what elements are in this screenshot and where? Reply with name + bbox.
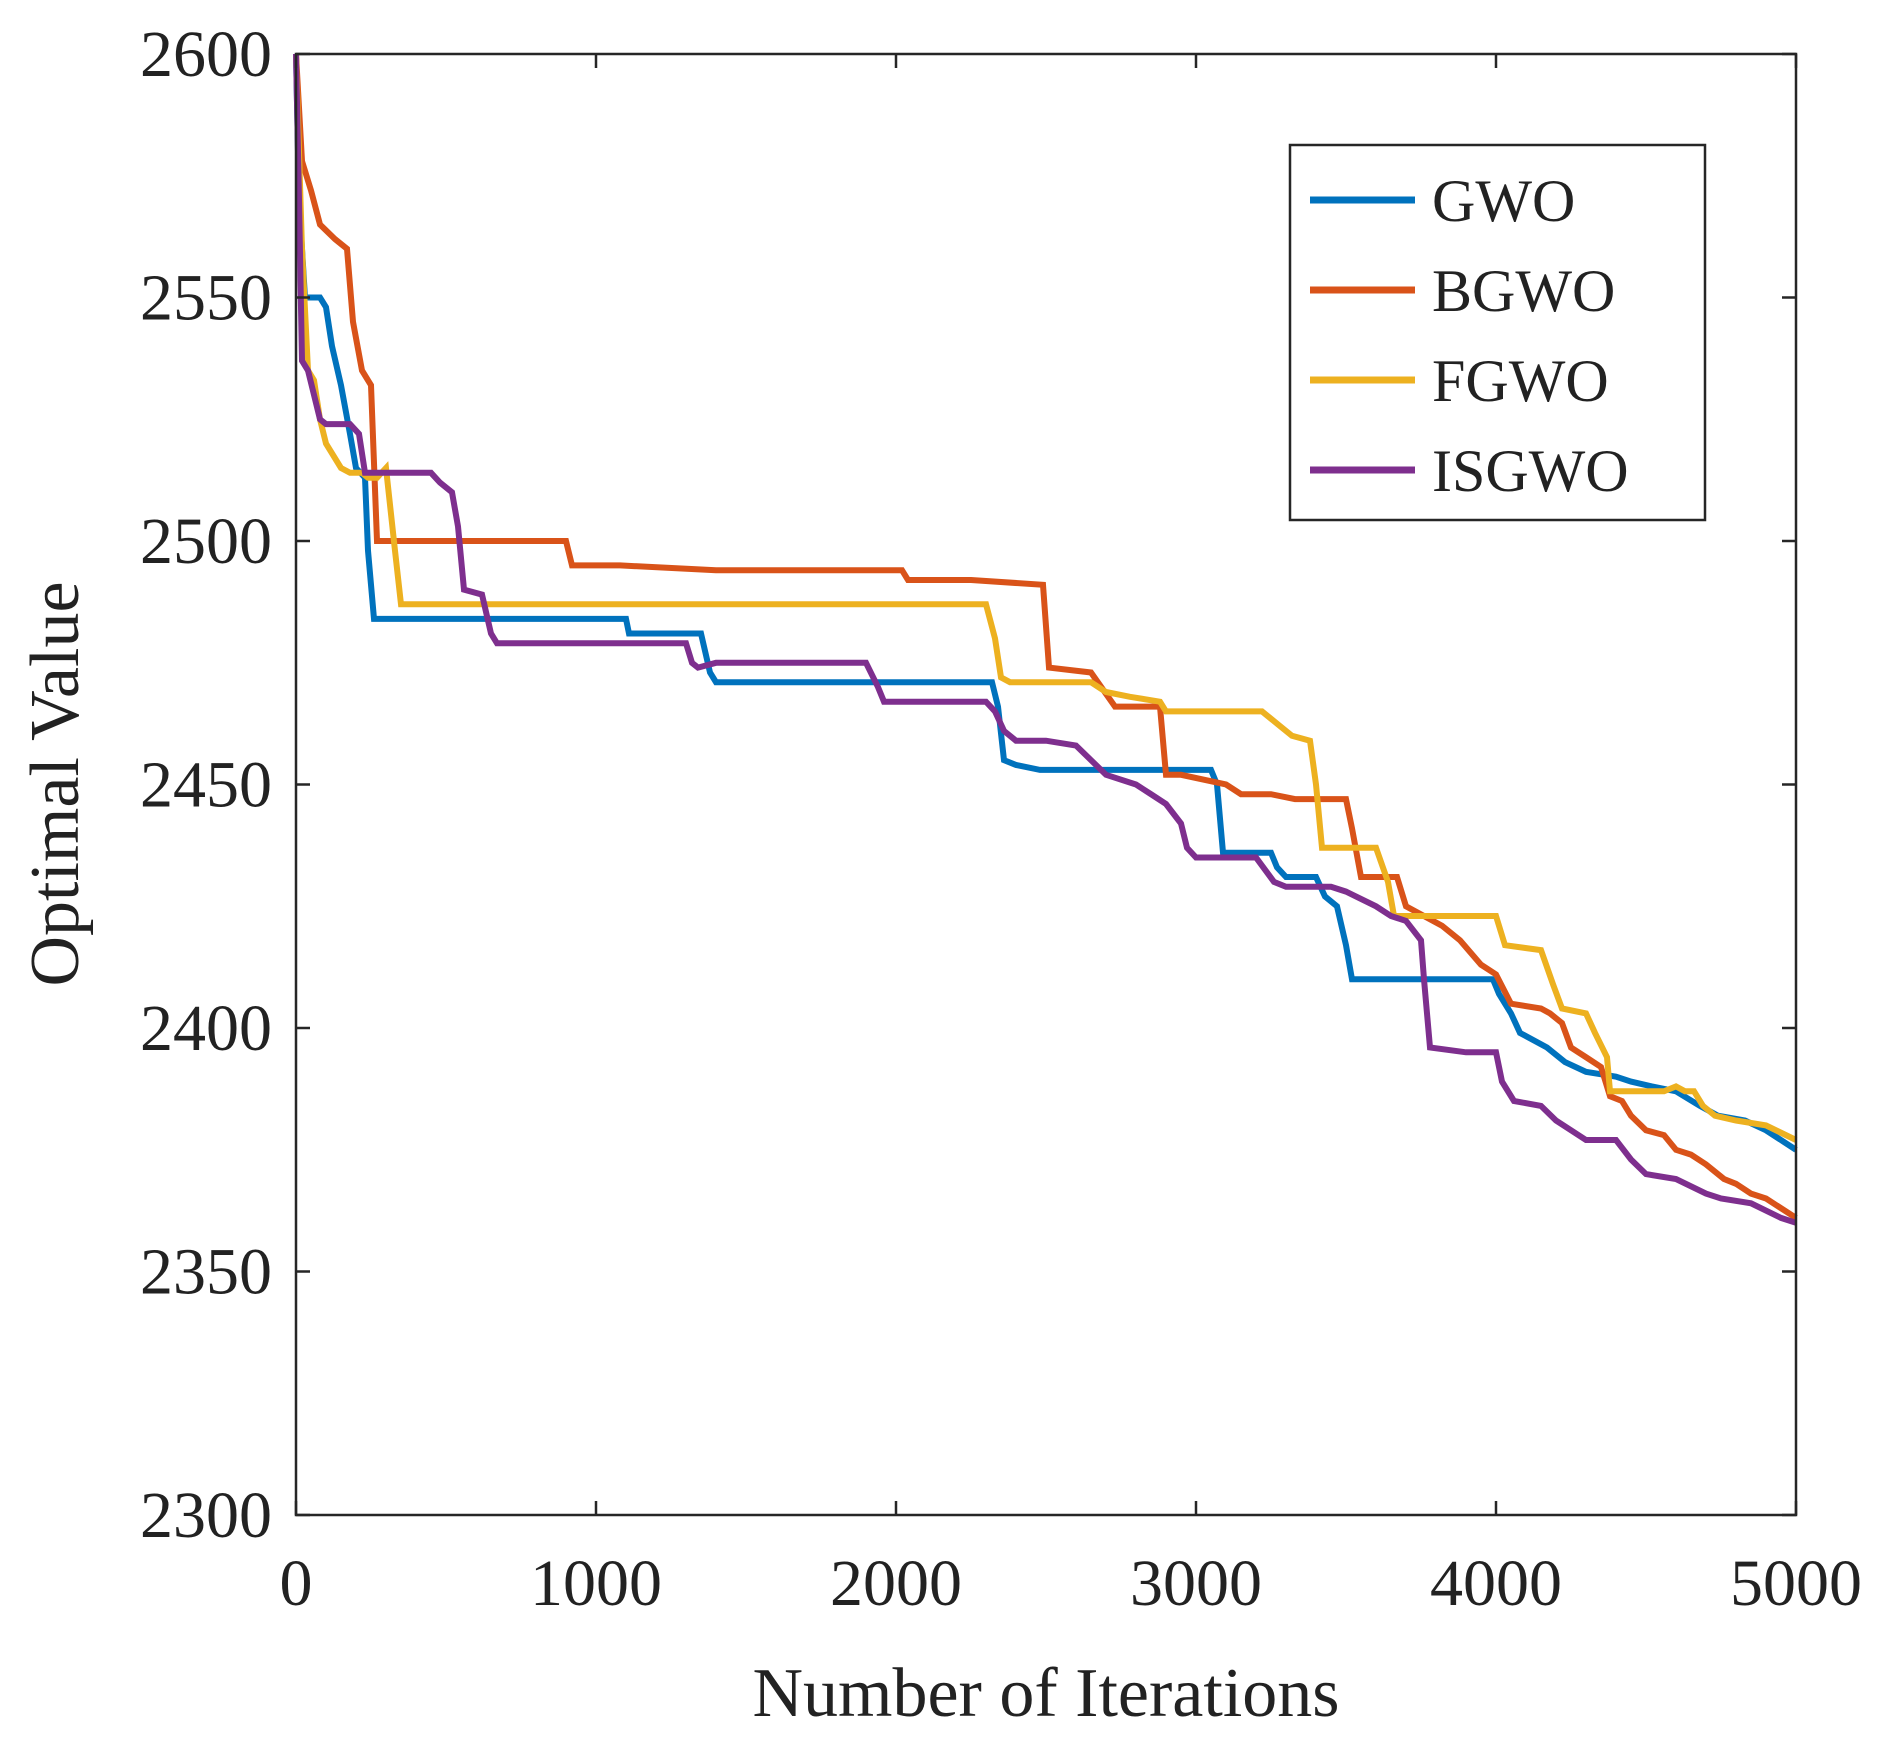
x-tick-label: 0 [280,1547,313,1620]
y-axis-title: Optimal Value [17,581,94,986]
plot-lines [293,53,1798,1226]
y-tick-label: 2450 [140,749,272,822]
axis-ticks [294,52,1798,1517]
y-tick-label: 2400 [140,992,272,1065]
series-line-bgwo [293,53,1798,1221]
y-tick-label: 2350 [140,1236,272,1309]
legend: GWO BGWO FGWO ISGWO [1288,143,1707,522]
x-tick-label: 5000 [1730,1547,1862,1620]
x-tick-labels: 0 1000 2000 3000 4000 5000 [280,1547,1863,1620]
series-line-isgwo [293,53,1797,1226]
y-tick-label: 2600 [140,18,272,91]
x-axis-title: Number of Iterations [752,1655,1339,1732]
series-line-gwo [293,53,1798,1153]
y-tick-label: 2500 [140,505,272,578]
x-tick-label: 1000 [530,1547,662,1620]
legend-box [1288,143,1707,522]
legend-label-isgwo: ISGWO [1432,438,1629,504]
x-tick-label: 2000 [830,1547,962,1620]
x-tick-label: 3000 [1130,1547,1262,1620]
legend-label-gwo: GWO [1432,168,1575,234]
y-tick-label: 2550 [140,262,272,335]
y-tick-label: 2300 [140,1479,272,1552]
y-tick-labels: 2300 2350 2400 2450 2500 2550 2600 [140,18,272,1552]
x-tick-label: 4000 [1430,1547,1562,1620]
legend-label-bgwo: BGWO [1432,258,1615,324]
legend-label-fgwo: FGWO [1432,348,1609,414]
